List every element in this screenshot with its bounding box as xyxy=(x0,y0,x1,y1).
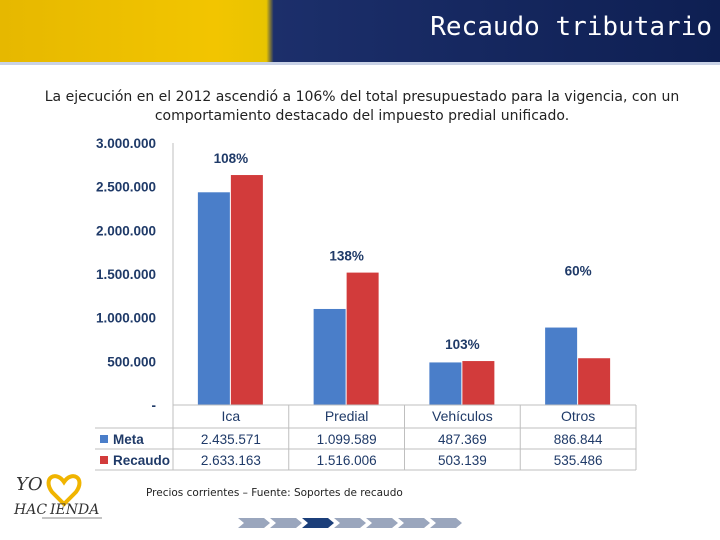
bar-recaudo xyxy=(346,272,379,405)
y-tick-label: 2.500.000 xyxy=(96,180,156,195)
svg-text:YO: YO xyxy=(16,474,43,495)
bar-recaudo xyxy=(462,361,495,405)
title-bar: Recaudo tributario xyxy=(0,0,720,62)
category-label: Vehículos xyxy=(432,408,493,424)
legend-swatch-meta xyxy=(100,435,108,443)
y-tick-label: 1.500.000 xyxy=(96,267,156,282)
yo-hacienda-logo: YO HAC IENDA xyxy=(13,474,102,519)
intro-text: La ejecución en el 2012 ascendió a 106% … xyxy=(44,89,680,124)
bar-recaudo xyxy=(230,175,263,405)
svg-text:HAC: HAC xyxy=(13,502,47,518)
y-tick-label: 1.000.000 xyxy=(96,311,156,326)
svg-text:IENDA: IENDA xyxy=(49,502,99,518)
bar-annotation: 60% xyxy=(565,264,592,279)
category-label: Predial xyxy=(325,408,369,424)
data-label: 2.633.163 xyxy=(201,453,261,468)
data-label: 1.516.006 xyxy=(317,453,377,468)
category-label: Ica xyxy=(222,408,241,424)
y-tick-label: 3.000.000 xyxy=(96,136,156,151)
data-label: 487.369 xyxy=(438,432,487,447)
bar-meta xyxy=(197,192,230,405)
header-divider xyxy=(0,62,720,65)
bar-meta xyxy=(545,327,578,405)
bar-annotation: 108% xyxy=(214,151,249,166)
data-label: 1.099.589 xyxy=(317,432,377,447)
slide-title: Recaudo tributario xyxy=(430,12,712,42)
bar-recaudo xyxy=(578,358,611,405)
data-label: 503.139 xyxy=(438,453,487,468)
slide-progress-arrows xyxy=(238,518,462,528)
legend-label-meta: Meta xyxy=(113,432,144,447)
bar-annotation: 103% xyxy=(445,337,480,352)
data-label: 535.486 xyxy=(554,453,603,468)
y-tick-label: - xyxy=(152,398,157,413)
bar-annotation: 138% xyxy=(329,249,364,264)
bar-meta xyxy=(429,362,462,405)
data-label: 886.844 xyxy=(554,432,603,447)
data-label: 2.435.571 xyxy=(201,432,261,447)
legend-swatch-recaudo xyxy=(100,456,108,464)
y-tick-label: 500.000 xyxy=(107,354,156,369)
y-tick-label: 2.000.000 xyxy=(96,223,156,238)
category-label: Otros xyxy=(561,408,595,424)
bar-meta xyxy=(313,308,346,405)
source-note: Precios corrientes – Fuente: Soportes de… xyxy=(146,487,403,499)
legend-label-recaudo: Recaudo xyxy=(113,453,170,468)
